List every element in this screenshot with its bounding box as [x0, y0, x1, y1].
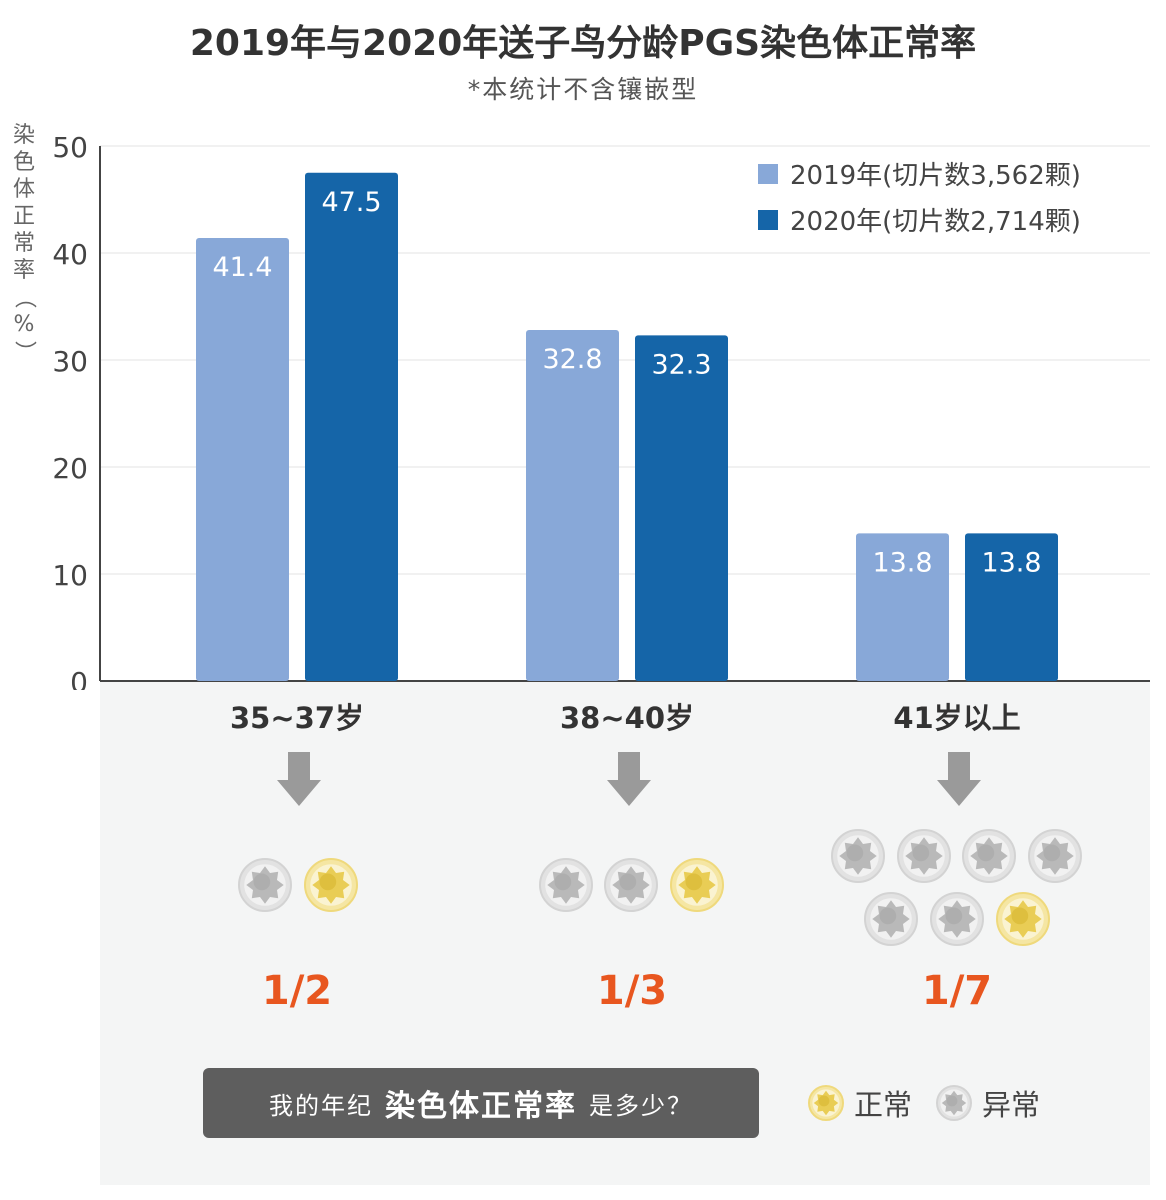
normal-embryo-icon: [808, 1085, 844, 1121]
bar-chart: 0 10 20 30 40 50 41.4 47.5 32.8 32.3 13.8 13.8 2019年…: [52, 131, 1150, 690]
y-axis-label-char: %: [13, 312, 35, 337]
y-axis-label-char: 常: [12, 231, 35, 256]
legend-label: 2019年(切片数3,562颗): [790, 161, 1081, 191]
bar-data-label: 13.8: [981, 547, 1041, 578]
down-arrow-icon: [937, 752, 981, 806]
bar: [965, 533, 1058, 681]
bar-data-label: 13.8: [872, 547, 932, 578]
bar: [526, 330, 619, 681]
bar: [856, 533, 949, 681]
y-tick-label: 50: [52, 131, 88, 164]
y-tick-label: 40: [52, 238, 88, 271]
bar-data-label: 32.3: [651, 349, 711, 380]
y-tick-label: 30: [52, 345, 88, 378]
legend-swatch: [758, 210, 778, 230]
normal-embryo-icon: [808, 1085, 844, 1121]
y-axis-label-char: 体: [12, 177, 35, 202]
y-axis-label-char: 正: [12, 204, 35, 229]
abnormal-embryo-icon: [936, 1085, 972, 1121]
question-prefix: 我的年纪: [269, 1091, 373, 1120]
legend-label: 2020年(切片数2,714颗): [790, 207, 1081, 237]
ratio-value-41-plus: 1/7: [921, 968, 993, 1014]
key-normal: 正常: [806, 1082, 912, 1124]
y-tick-label: 0: [70, 666, 88, 690]
bar: [196, 238, 289, 681]
question-suffix: 是多少？: [589, 1091, 693, 1120]
bar: [305, 172, 398, 681]
abnormal-embryo-icon: [936, 1085, 972, 1121]
key-abnormal-label: 异常: [982, 1088, 1041, 1122]
category-label-35-37: 35~37岁: [229, 701, 364, 735]
bar-data-label: 32.8: [542, 344, 602, 375]
question-highlight: 染色体正常率: [385, 1089, 577, 1124]
category-label-38-40: 38~40岁: [559, 701, 694, 735]
question-banner: 我的年纪 染色体正常率 是多少？: [203, 1068, 759, 1138]
bar-data-label: 41.4: [212, 252, 272, 283]
y-axis-label: 染色体正常率（%）: [8, 122, 40, 365]
key-abnormal: 异常: [934, 1082, 1040, 1124]
down-arrow-icon: [277, 752, 321, 806]
ratio-value-38-40: 1/3: [596, 968, 668, 1014]
category-label-41-plus: 41岁以上: [893, 701, 1021, 735]
bar-data-label: 47.5: [321, 187, 381, 218]
chart-title: 2019年与2020年送子鸟分龄PGS染色体正常率: [189, 23, 977, 64]
y-axis-label-char: 色: [12, 150, 35, 175]
bar: [635, 335, 728, 681]
chart-subtitle: *本统计不含镶嵌型: [467, 75, 699, 104]
ratio-value-35-37: 1/2: [261, 968, 333, 1014]
y-axis-label-char: 染: [12, 123, 35, 148]
y-axis-label-char: 率: [12, 258, 35, 283]
legend-swatch: [758, 164, 778, 184]
y-tick-label: 20: [52, 452, 88, 485]
key-normal-label: 正常: [854, 1088, 913, 1122]
y-tick-label: 10: [52, 559, 88, 592]
down-arrow-icon: [607, 752, 651, 806]
